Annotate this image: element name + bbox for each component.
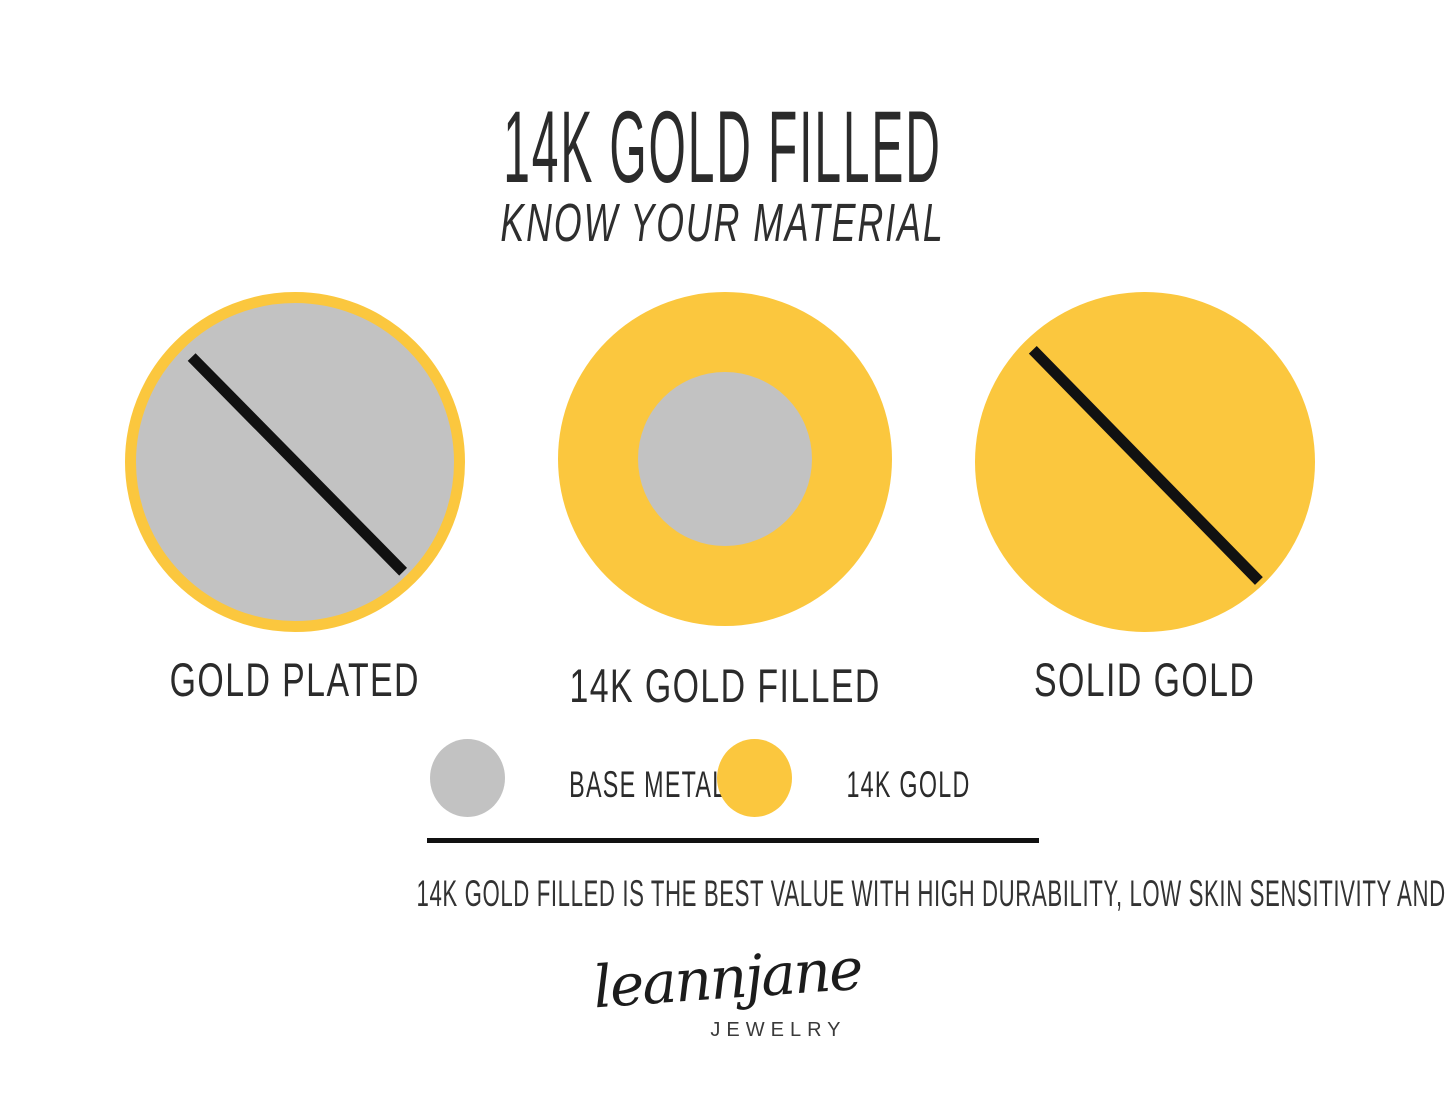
legend-label-text: BASE METAL bbox=[569, 763, 727, 805]
legend-item-base-metal: BASE METAL bbox=[430, 739, 773, 817]
material-label-text: 14K GOLD FILLED bbox=[569, 659, 881, 712]
material-label-text: SOLID GOLD bbox=[1034, 653, 1256, 706]
strike-line-icon bbox=[136, 303, 454, 621]
material-label-solid-gold: SOLID GOLD bbox=[991, 656, 1298, 703]
gold-filled-circle bbox=[558, 292, 892, 626]
material-label-text: GOLD PLATED bbox=[169, 653, 421, 706]
page-subtitle-text: KNOW YOUR MATERIAL bbox=[500, 193, 945, 253]
gold-swatch-icon bbox=[717, 739, 792, 817]
page-title-text: 14K GOLD FILLED bbox=[503, 90, 942, 204]
material-label-gold-plated: GOLD PLATED bbox=[121, 656, 469, 703]
material-solid-gold: SOLID GOLD bbox=[935, 292, 1355, 703]
page-subtitle: KNOW YOUR MATERIAL bbox=[0, 196, 1445, 250]
brand-logo-script: leannjane bbox=[590, 934, 863, 1022]
description-note-text: 14K GOLD FILLED IS THE BEST VALUE WITH H… bbox=[416, 873, 1445, 914]
material-gold-filled: 14K GOLD FILLED bbox=[515, 292, 935, 709]
page-title: 14K GOLD FILLED bbox=[0, 96, 1445, 198]
material-gold-plated: GOLD PLATED bbox=[85, 292, 505, 703]
strike-line-icon bbox=[975, 292, 1315, 632]
base-metal-core bbox=[638, 372, 812, 546]
legend-divider-line bbox=[427, 838, 1039, 843]
gold-plated-circle bbox=[125, 292, 465, 632]
legend-label-text: 14K GOLD bbox=[846, 763, 971, 805]
solid-gold-circle bbox=[975, 292, 1315, 632]
brand-logo: leannjane JEWELRY bbox=[590, 932, 862, 1042]
description-note: 14K GOLD FILLED IS THE BEST VALUE WITH H… bbox=[0, 873, 1445, 915]
brand-logo-tagline: JEWELRY bbox=[710, 1018, 847, 1041]
legend-item-14k-gold: 14K GOLD bbox=[717, 739, 1007, 817]
legend-label-base-metal: BASE METAL bbox=[523, 754, 773, 803]
legend-label-14k-gold: 14K GOLD bbox=[810, 754, 1007, 803]
base-metal-swatch-icon bbox=[430, 739, 505, 817]
material-label-gold-filled: 14K GOLD FILLED bbox=[509, 662, 941, 709]
